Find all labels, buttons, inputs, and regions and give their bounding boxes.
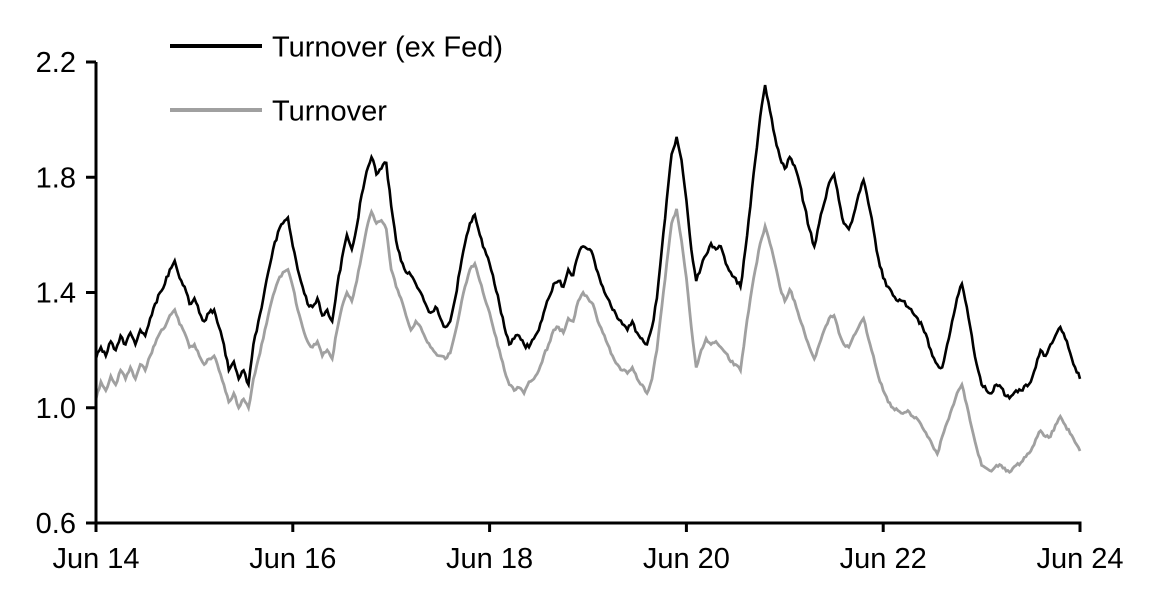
- y-tick-label: 1.0: [36, 393, 76, 425]
- legend-label: Turnover (ex Fed): [272, 32, 503, 64]
- legend: Turnover (ex Fed) Turnover: [170, 32, 503, 128]
- axes: 0.6 1.0 1.4 1.8 2.2 Jun 14 Jun 16 Jun 18 Jun 20 J…: [36, 47, 1124, 575]
- x-tick-label: Jun 14: [52, 543, 139, 575]
- x-tick-label: Jun 18: [446, 543, 533, 575]
- x-tick-label: Jun 24: [1036, 543, 1123, 575]
- plot-series: [94, 84, 1082, 475]
- legend-label: Turnover: [272, 96, 387, 128]
- x-tick-label: Jun 16: [249, 543, 336, 575]
- x-tick-label: Jun 22: [840, 543, 927, 575]
- series-line-turnover-ex-fed: [94, 84, 1082, 401]
- y-tick-label: 2.2: [36, 47, 76, 79]
- x-tick-label: Jun 20: [643, 543, 730, 575]
- series-line-turnover: [94, 208, 1082, 475]
- y-tick-label: 1.8: [36, 162, 76, 194]
- y-tick-label: 1.4: [36, 278, 76, 310]
- y-tick-label: 0.6: [36, 508, 76, 540]
